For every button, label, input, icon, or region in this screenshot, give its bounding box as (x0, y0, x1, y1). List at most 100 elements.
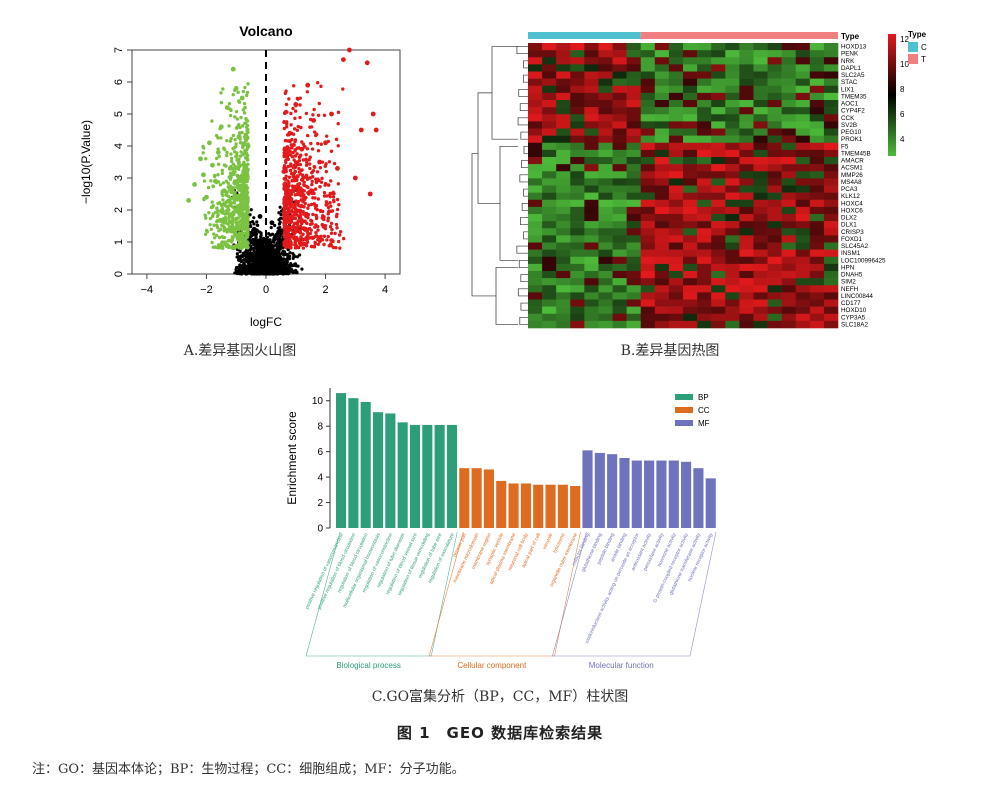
heatmap-cell (725, 50, 740, 58)
heatmap-cell (598, 71, 613, 79)
volcano-point-down-cloud (233, 227, 237, 232)
heatmap-cell (809, 71, 825, 79)
heatmap-cell (711, 214, 726, 222)
volcano-point-down-cloud (219, 91, 223, 95)
heatmap-cell (598, 85, 613, 94)
volcano-point-up-cloud (307, 162, 312, 166)
volcano-point-up-cloud (309, 244, 314, 249)
heatmap-cell (570, 171, 585, 179)
heatmap-cell (612, 114, 627, 122)
heatmap-cell (542, 199, 557, 208)
heatmap-cell (584, 64, 599, 72)
heatmap-cell (668, 235, 684, 243)
volcano-title: Volcano (239, 23, 292, 39)
volcano-point-up-cloud (288, 233, 292, 238)
heatmap-cell (697, 157, 712, 165)
heatmap-cell (711, 128, 726, 136)
volcano-point-up-cloud (314, 231, 318, 235)
volcano-point-down (230, 66, 236, 72)
volcano-point-ns-cloud (295, 264, 299, 268)
volcano-point-up-cloud (284, 102, 289, 107)
heatmap-cell (739, 206, 754, 215)
volcano-point-down-cloud (231, 133, 236, 138)
heatmap-cell (598, 242, 613, 250)
heatmap-cell (654, 78, 670, 87)
volcano-point-up-cloud (299, 204, 303, 209)
heatmap-cell (767, 249, 782, 258)
volcano-caption: A.差异基因火山图 (183, 343, 297, 359)
volcano-point-down-cloud (241, 108, 245, 112)
heatmap-cell (767, 164, 782, 172)
volcano-point-down-cloud (237, 228, 241, 232)
go-bar-cc (520, 483, 531, 528)
heatmap-cell (697, 57, 712, 65)
heatmap-cell (767, 64, 782, 72)
go-bar-bp (446, 424, 458, 528)
heatmap-cell (753, 292, 768, 300)
volcano-point-up-cloud (298, 224, 303, 229)
heatmap-cell (612, 100, 627, 108)
heatmap-cell (654, 263, 670, 272)
heatmap-cell (528, 64, 543, 72)
heatmap-cell (711, 285, 726, 293)
heatmap-cell (626, 43, 642, 51)
volcano-point-up-cloud (322, 234, 327, 238)
heatmap-cell (767, 78, 782, 87)
volcano-point-up-cloud (310, 175, 315, 179)
heatmap-cell (739, 64, 754, 72)
volcano-point-down-cloud (242, 168, 247, 172)
volcano-point-up-cloud (283, 221, 288, 226)
heatmap-cell (556, 149, 571, 158)
volcano-point-up (335, 166, 340, 171)
volcano-point-ns-cloud (238, 258, 242, 262)
heatmap-cell (739, 78, 754, 87)
volcano-point-up-cloud (313, 242, 317, 246)
volcano-point-ns-cloud (250, 272, 254, 276)
heatmap-cell (809, 185, 825, 193)
heatmap-gene-label: TMEM35 (841, 93, 867, 100)
heatmap-cell (542, 313, 557, 322)
volcano-point-up-cloud (329, 221, 334, 226)
heatmap-cell (781, 114, 797, 122)
volcano-point-down-cloud (240, 237, 244, 241)
heatmap-cell (528, 292, 543, 300)
y-tick-label: 7 (113, 47, 125, 53)
heatmap-cell (626, 256, 642, 265)
heatmap-cell (654, 107, 670, 115)
volcano-point-ns-cloud (248, 224, 252, 229)
heatmap-cell (528, 249, 543, 258)
heatmap-cell (697, 235, 712, 243)
heatmap-cell (556, 185, 571, 193)
heatmap-cell (823, 164, 839, 172)
heatmap-cell (809, 57, 825, 65)
heatmap-cell (640, 142, 656, 151)
heatmap-cell (570, 164, 585, 172)
heatmap-cell (556, 85, 571, 94)
volcano-point-up-cloud (296, 182, 300, 187)
heatmap-cell (795, 263, 811, 272)
volcano-point-up-cloud (284, 198, 289, 202)
heatmap-cell (556, 242, 571, 250)
volcano-point-up (293, 102, 299, 107)
heatmap-cell (781, 100, 797, 108)
volcano-point-up-cloud (294, 211, 298, 216)
heatmap-cell (753, 199, 768, 208)
heatmap-cell (739, 256, 754, 265)
volcano-point-up-cloud (287, 183, 291, 188)
heatmap-gene-label: CYP4F2 (841, 108, 865, 115)
heatmap-cell (612, 43, 627, 51)
heatmap-cell (697, 228, 712, 236)
volcano-point-up-cloud (309, 202, 314, 207)
volcano-point-down-cloud (221, 181, 226, 185)
volcano-point-up-cloud (291, 84, 296, 88)
heatmap-cell (542, 192, 557, 201)
heatmap-cell (809, 242, 825, 250)
heatmap-cell (584, 278, 599, 286)
heatmap-cell (725, 306, 740, 315)
heatmap-cell (598, 178, 613, 186)
heatmap-cell (640, 214, 656, 222)
heatmap-cell (584, 85, 599, 94)
volcano-point-down (245, 143, 251, 149)
heatmap-cell (753, 157, 768, 165)
heatmap-cell (725, 85, 740, 94)
